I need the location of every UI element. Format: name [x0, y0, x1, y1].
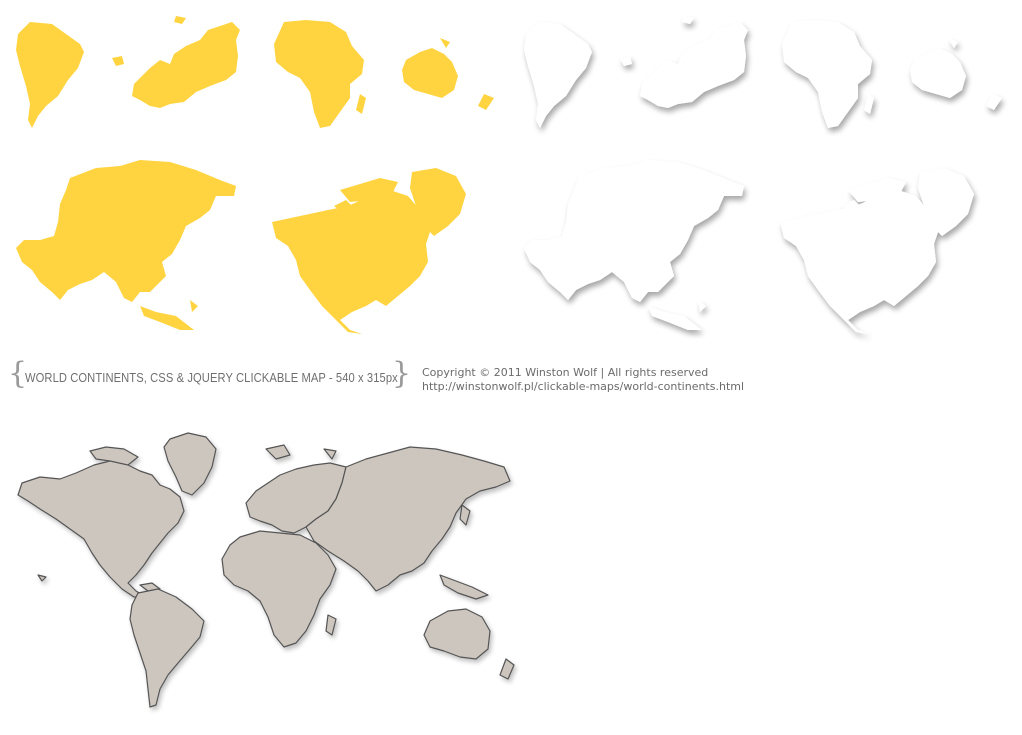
africa-shadow-sprite	[782, 20, 874, 128]
right-brace-icon: }	[392, 356, 412, 391]
caribbean-island	[37, 574, 47, 582]
south-america-highlight-sprite	[16, 22, 84, 128]
australia-shadow-sprite	[910, 38, 1002, 110]
north-america-region[interactable]	[17, 446, 185, 598]
asia-region[interactable]	[305, 446, 511, 600]
south-america-region[interactable]	[129, 588, 205, 708]
north-america-highlight-sprite	[272, 168, 466, 334]
south-america-shadow-sprite	[524, 22, 592, 128]
europe-shadow-sprite	[620, 16, 748, 108]
world-map	[10, 425, 530, 715]
highlighted-continents	[16, 16, 494, 334]
source-url: http://winstonwolf.pl/clickable-maps/wor…	[422, 380, 745, 393]
credits: Copyright © 2011 Winston Wolf | All righ…	[422, 366, 744, 394]
asia-highlight-sprite	[16, 160, 236, 330]
africa-region[interactable]	[221, 530, 337, 648]
continent-sprite-sheet	[0, 0, 1022, 345]
europe-region[interactable]	[245, 444, 347, 534]
greenland-region[interactable]	[163, 432, 217, 496]
asia-shadow-sprite	[524, 160, 744, 330]
left-brace-icon: {	[8, 356, 28, 391]
shadowed-continents	[524, 16, 1002, 334]
north-america-shadow-sprite	[780, 168, 974, 334]
australia-highlight-sprite	[402, 38, 494, 110]
continent-sprites-svg	[16, 16, 1002, 334]
africa-highlight-sprite	[274, 20, 366, 128]
copyright-text: Copyright © 2011 Winston Wolf | All righ…	[422, 366, 709, 379]
europe-highlight-sprite	[112, 16, 240, 108]
map-title: WORLD CONTINENTS, CSS & JQUERY CLICKABLE…	[25, 370, 398, 385]
world-map-svg	[17, 432, 515, 708]
australia-region[interactable]	[423, 608, 515, 680]
